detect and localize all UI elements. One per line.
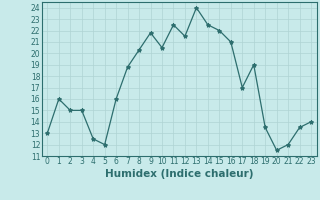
X-axis label: Humidex (Indice chaleur): Humidex (Indice chaleur) (105, 169, 253, 179)
